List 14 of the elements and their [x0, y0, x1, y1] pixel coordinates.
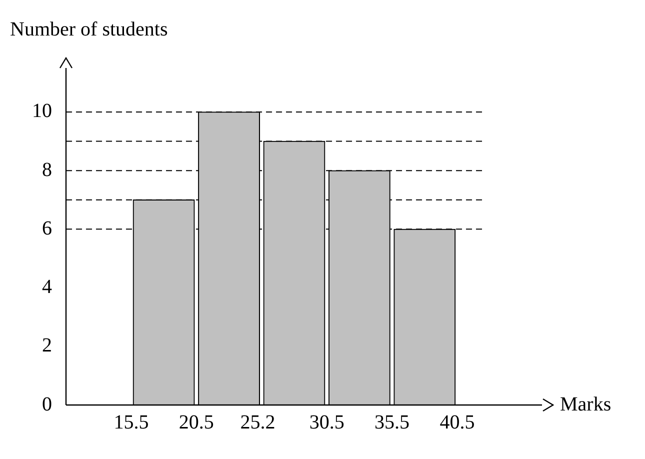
x-tick-label: 20.5	[178, 411, 214, 434]
x-axis-title: Marks	[560, 393, 612, 416]
x-tick-label: 40.5	[440, 411, 475, 434]
y-axis-title: Number of students	[10, 18, 168, 40]
y-tick-label: 2	[42, 334, 52, 357]
y-tick-label: 10	[32, 100, 52, 122]
x-tick-label: 30.5	[309, 411, 344, 434]
y-tick-label: 0	[42, 393, 52, 416]
y-tick-label: 6	[42, 217, 52, 240]
x-tick-label: 35.5	[374, 411, 410, 434]
x-tick-label: 25.2	[240, 411, 276, 434]
y-tick-label: 4	[42, 276, 52, 298]
x-tick-label: 15.5	[114, 411, 149, 434]
y-tick-label: 8	[42, 158, 52, 181]
